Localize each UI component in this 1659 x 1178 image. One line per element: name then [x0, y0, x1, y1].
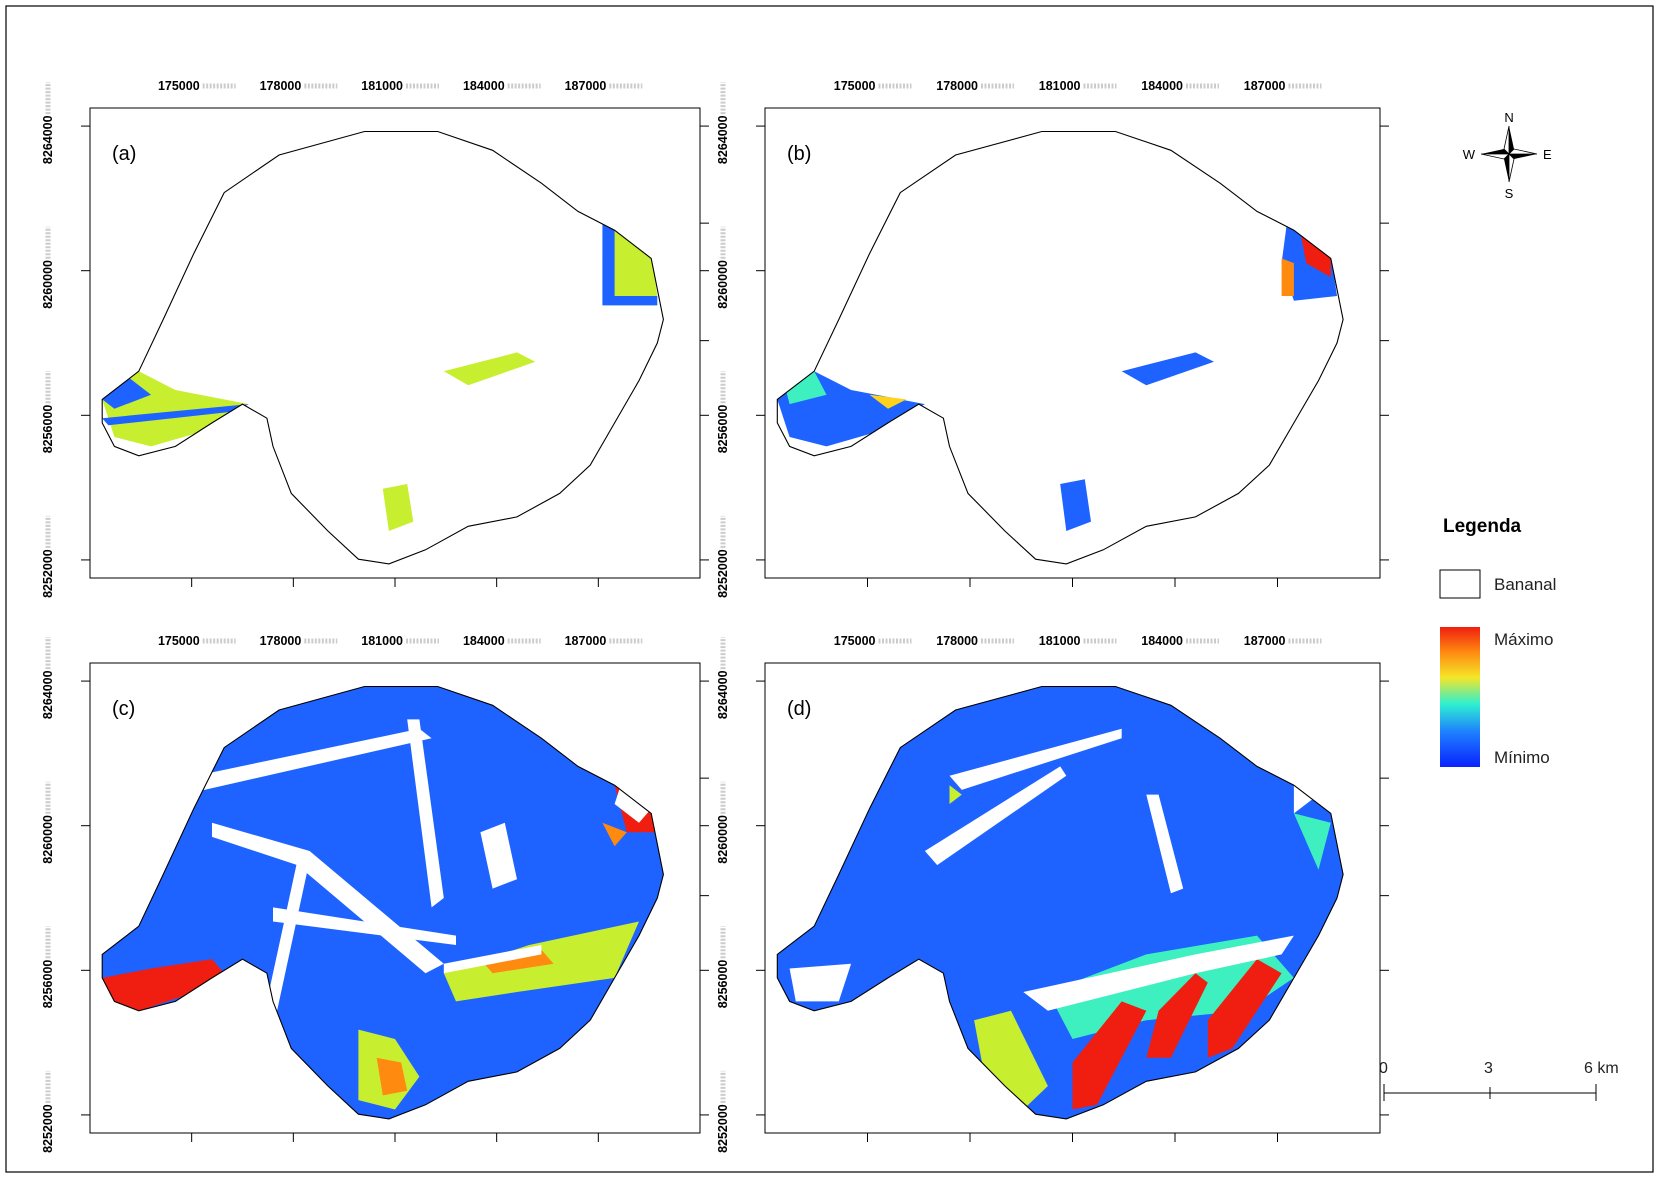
y-tick-label: 8252000 — [716, 1104, 730, 1153]
y-tick-label: 8252000 — [41, 1104, 55, 1153]
legend-boundary-label: Bananal — [1494, 575, 1557, 594]
raster-region — [102, 375, 151, 409]
raster-region — [869, 394, 907, 409]
excluded-area — [273, 907, 456, 945]
x-tick-label: 175000 — [834, 634, 876, 648]
x-tick-label: 184000 — [1141, 634, 1183, 648]
x-tick-label: 175000 — [158, 634, 200, 648]
y-tick-label: 8264000 — [41, 115, 55, 164]
x-tick-label: 181000 — [361, 634, 403, 648]
raster-region — [376, 1057, 408, 1096]
excluded-area — [924, 766, 1067, 866]
color-ramp-swatch — [1440, 627, 1480, 767]
raster-region — [1300, 230, 1331, 278]
raster-region — [1146, 973, 1208, 1058]
y-tick-label: 8252000 — [41, 549, 55, 598]
x-tick-label: 184000 — [463, 79, 505, 93]
map-panel-c: (c) 175000 178000 181000 184000 187000 8264000… — [41, 634, 709, 1153]
map-panel-d: (d) 175000 178000 181000 184000 187000 8264000… — [716, 634, 1389, 1153]
boundary-swatch — [1439, 569, 1481, 599]
x-tick-label: 178000 — [936, 634, 978, 648]
excluded-area — [1146, 794, 1184, 894]
x-tick-label: 178000 — [936, 79, 978, 93]
y-tick-label: 8264000 — [41, 670, 55, 719]
raster-region — [1072, 1001, 1147, 1110]
y-tick-label: 8256000 — [41, 405, 55, 454]
x-tick-label: 178000 — [260, 634, 302, 648]
raster-region — [1121, 352, 1214, 386]
legend-max-label: Máximo — [1494, 630, 1554, 649]
y-tick-label: 8252000 — [716, 549, 730, 598]
excluded-area — [480, 822, 517, 889]
raster-region — [1207, 959, 1282, 1058]
excluded-area — [443, 945, 542, 974]
x-tick-label: 175000 — [158, 79, 200, 93]
raster-region — [382, 484, 414, 531]
y-tick-label: 8264000 — [716, 115, 730, 164]
raster-region — [602, 822, 627, 847]
bananal-boundary — [776, 130, 1344, 565]
bananal-boundary — [776, 685, 1344, 1120]
panel-label: (b) — [787, 143, 811, 165]
x-tick-label: 184000 — [463, 634, 505, 648]
legend-title: Legenda — [1443, 516, 1522, 537]
east-label: E — [1543, 147, 1552, 162]
bananal-boundary — [101, 685, 664, 1120]
scale-label-3: 3 — [1484, 1060, 1493, 1077]
y-tick-label: 8256000 — [41, 960, 55, 1009]
bananal-boundary — [101, 130, 664, 565]
excluded-area — [1023, 935, 1294, 1011]
raster-region — [602, 216, 658, 301]
north-label: N — [1504, 110, 1513, 125]
raster-region — [1281, 258, 1294, 296]
x-tick-label: 187000 — [1244, 79, 1286, 93]
map-panel-b: (b) 175000 178000 181000 184000 187000 8264000… — [716, 79, 1389, 598]
y-tick-label: 8256000 — [716, 405, 730, 454]
excluded-area — [407, 719, 444, 908]
scale-bar — [1383, 1084, 1597, 1101]
panel-label: (d) — [787, 698, 811, 720]
suitability-raster — [777, 686, 1344, 1119]
y-tick-label: 8260000 — [716, 815, 730, 864]
y-tick-label: 8264000 — [716, 670, 730, 719]
raster-region — [102, 686, 664, 1119]
x-tick-label: 175000 — [834, 79, 876, 93]
panel-label: (a) — [112, 143, 136, 165]
scale-label-6km: 6 km — [1584, 1060, 1619, 1077]
south-label: S — [1505, 186, 1514, 201]
raster-region — [949, 785, 962, 804]
excluded-area — [614, 785, 652, 823]
x-tick-label: 187000 — [1244, 634, 1286, 648]
map-panels: (a) 175000 178000 181000 184000 187000 8264000… — [41, 79, 1389, 1153]
y-tick-label: 8260000 — [41, 260, 55, 309]
excluded-area — [789, 963, 852, 1002]
x-tick-label: 184000 — [1141, 79, 1183, 93]
suitability-raster — [102, 216, 658, 531]
raster-region — [1060, 479, 1091, 531]
x-tick-label: 178000 — [260, 79, 302, 93]
suitability-raster — [777, 216, 1337, 531]
raster-region — [1293, 813, 1331, 870]
scale-label-0: 0 — [1379, 1060, 1388, 1077]
y-tick-label: 8256000 — [716, 960, 730, 1009]
raster-region — [443, 352, 536, 386]
excluded-area — [949, 728, 1122, 790]
excluded-area — [151, 728, 432, 800]
raster-region — [102, 404, 249, 426]
x-tick-label: 181000 — [1039, 79, 1081, 93]
y-tick-label: 8260000 — [716, 260, 730, 309]
legend-min-label: Mínimo — [1494, 748, 1550, 767]
x-tick-label: 181000 — [361, 79, 403, 93]
north-arrow-icon: N S E W — [1463, 110, 1552, 201]
x-tick-label: 187000 — [565, 634, 607, 648]
y-tick-label: 8260000 — [41, 815, 55, 864]
west-label: W — [1463, 147, 1476, 162]
map-panel-a: (a) 175000 178000 181000 184000 187000 8264000… — [41, 79, 709, 598]
x-tick-label: 181000 — [1039, 634, 1081, 648]
raster-region — [102, 959, 225, 1011]
x-tick-label: 187000 — [565, 79, 607, 93]
suitability-raster — [102, 686, 664, 1119]
panel-label: (c) — [112, 698, 135, 720]
